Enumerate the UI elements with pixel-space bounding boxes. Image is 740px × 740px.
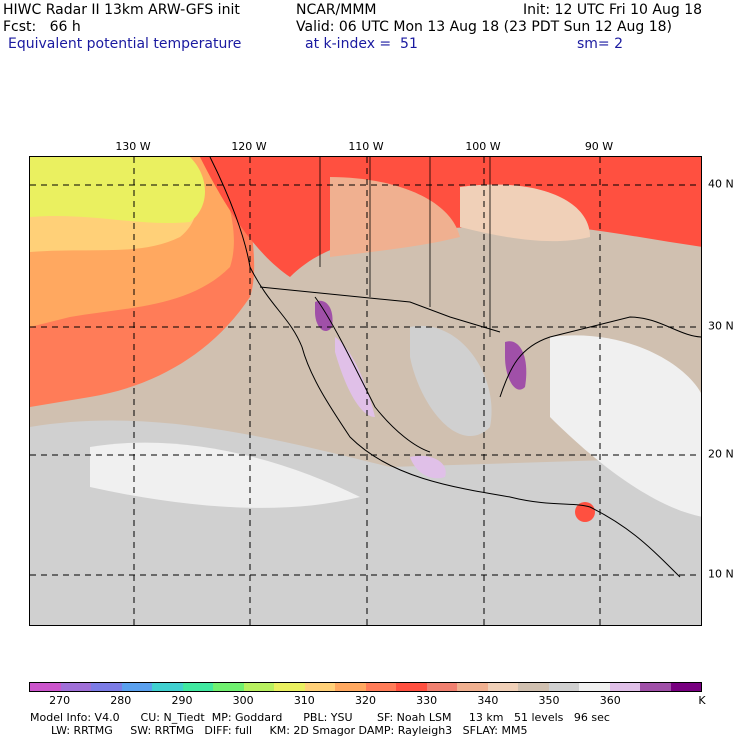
color-swatch bbox=[243, 683, 274, 691]
latlon-grid bbox=[30, 157, 701, 625]
field-name: Equivalent potential temperature bbox=[8, 36, 242, 52]
border-us-mexico bbox=[259, 286, 501, 333]
coastline-baja-east bbox=[314, 296, 431, 453]
map-field-svg bbox=[30, 157, 701, 625]
title-forecast: Fcst: 66 h bbox=[3, 19, 81, 35]
lon-label-120w: 120 W bbox=[231, 140, 267, 153]
color-swatch bbox=[335, 683, 366, 691]
color-swatch bbox=[548, 683, 579, 691]
color-swatch bbox=[121, 683, 152, 691]
color-swatch bbox=[396, 683, 427, 691]
state-borders bbox=[319, 157, 491, 337]
lon-label-100w: 100 W bbox=[465, 140, 501, 153]
lat-label-40n: 40 N bbox=[708, 177, 734, 191]
color-swatch bbox=[30, 683, 61, 691]
color-swatch bbox=[152, 683, 183, 691]
field-pacific-yellow bbox=[30, 157, 205, 224]
field-white-patch-1 bbox=[90, 442, 360, 508]
color-swatch bbox=[365, 683, 396, 691]
color-scale-label: 310 bbox=[293, 694, 315, 707]
color-scale-label: 290 bbox=[171, 694, 193, 707]
field-texas-purple bbox=[505, 341, 527, 390]
color-scale-label: 360 bbox=[599, 694, 621, 707]
field-north-beige bbox=[460, 184, 590, 242]
lon-label-130w: 130 W bbox=[115, 140, 151, 153]
smoothing: sm= 2 bbox=[577, 36, 624, 52]
color-swatch bbox=[609, 683, 640, 691]
color-swatch bbox=[274, 683, 305, 691]
color-scale-label: K bbox=[698, 694, 706, 707]
field-north-tan bbox=[330, 177, 460, 257]
field-north-red bbox=[200, 157, 701, 277]
color-swatch bbox=[213, 683, 244, 691]
color-swatch bbox=[426, 683, 457, 691]
color-scale-label: 350 bbox=[538, 694, 560, 707]
lat-label-10n: 10 N bbox=[708, 567, 734, 581]
color-scale-bar bbox=[29, 682, 702, 692]
level-index: at k-index = 51 bbox=[305, 36, 418, 52]
color-swatch bbox=[304, 683, 335, 691]
color-scale-label: 330 bbox=[416, 694, 438, 707]
color-scale-label: 270 bbox=[49, 694, 71, 707]
field-mexico-lilac bbox=[410, 455, 446, 479]
color-scale-label: 300 bbox=[232, 694, 254, 707]
color-swatch bbox=[182, 683, 213, 691]
lon-label-110w: 110 W bbox=[348, 140, 384, 153]
color-swatch bbox=[670, 683, 701, 691]
title-org: NCAR/MMM bbox=[296, 2, 377, 18]
lon-label-90w: 90 W bbox=[584, 140, 614, 153]
title-init: Init: 12 UTC Fri 10 Aug 18 bbox=[523, 2, 703, 18]
color-swatch bbox=[91, 683, 122, 691]
color-scale-label: 320 bbox=[355, 694, 376, 707]
field-grey-central bbox=[410, 325, 492, 437]
color-swatch bbox=[579, 683, 610, 691]
color-swatch bbox=[640, 683, 671, 691]
color-scale-label: 280 bbox=[110, 694, 132, 707]
color-scale-label: 340 bbox=[477, 694, 499, 707]
theta-e-map bbox=[29, 156, 702, 626]
color-swatch bbox=[487, 683, 518, 691]
title-model: HIWC Radar II 13km ARW-GFS init bbox=[3, 2, 240, 18]
model-info-line2: LW: RRTMG SW: RRTMG DIFF: full KM: 2D Sm… bbox=[30, 724, 528, 737]
color-swatch bbox=[457, 683, 488, 691]
field-white-patch-2 bbox=[550, 335, 701, 517]
field-gulf-lilac bbox=[335, 337, 375, 417]
color-swatch bbox=[518, 683, 549, 691]
title-valid: Valid: 06 UTC Mon 13 Aug 18 (23 PDT Sun … bbox=[296, 19, 673, 35]
model-info-line1: Model Info: V4.0 CU: N_Tiedt MP: Goddard… bbox=[30, 711, 610, 724]
color-swatch bbox=[60, 683, 91, 691]
lat-label-30n: 30 N bbox=[708, 319, 734, 333]
lat-label-20n: 20 N bbox=[708, 447, 734, 461]
field-gulf-purple bbox=[315, 300, 333, 332]
